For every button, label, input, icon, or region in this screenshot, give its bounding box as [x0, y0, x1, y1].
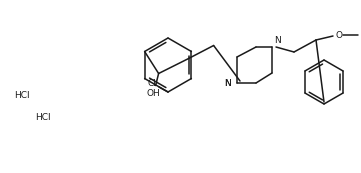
Text: HCl: HCl: [14, 90, 30, 99]
Text: OH: OH: [147, 89, 161, 98]
Text: N: N: [224, 79, 231, 88]
Text: N: N: [274, 36, 281, 45]
Text: O: O: [335, 30, 343, 39]
Text: N: N: [224, 79, 231, 88]
Text: Cl: Cl: [148, 80, 156, 89]
Text: HCl: HCl: [35, 113, 51, 122]
